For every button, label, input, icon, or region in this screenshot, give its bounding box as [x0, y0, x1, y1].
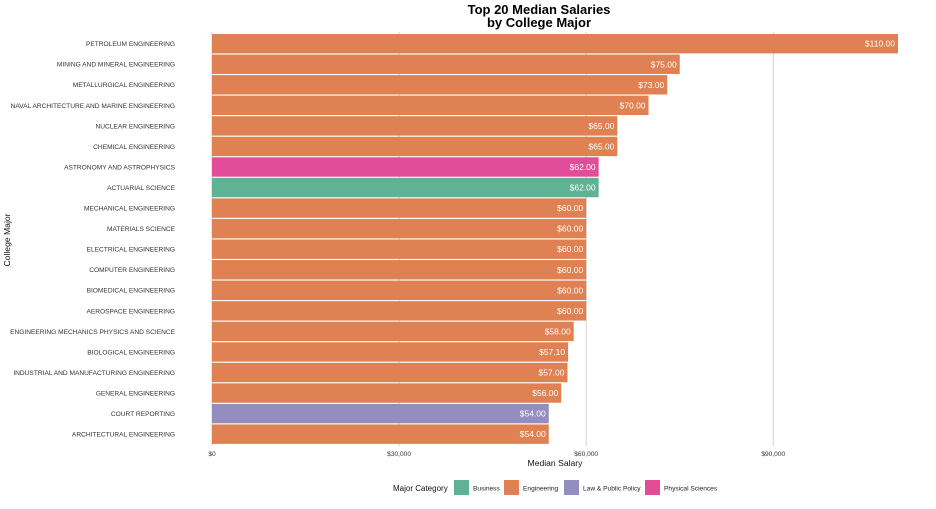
bar-value-label: $58.00 [545, 326, 571, 336]
bar-value-label: $60.00 [557, 306, 583, 316]
category-label: AEROSPACE ENGINEERING [86, 308, 175, 315]
bar-value-label: $65.00 [588, 121, 614, 131]
category-label: METALLURGICAL ENGINEERING [73, 82, 175, 89]
bar-value-label: $65.00 [588, 141, 614, 151]
legend-swatch [454, 480, 469, 495]
bars: $110.00 $75.00 $73.00 $70.00 $65.00 $65.00 $62… [212, 34, 898, 444]
bar [212, 136, 618, 157]
bar-value-label: $75.00 [651, 59, 677, 69]
category-label: MATERIALS SCIENCE [107, 226, 176, 233]
bar [212, 342, 569, 362]
legend-label: Physical Sciences [664, 486, 718, 493]
category-label: GENERAL ENGINEERING [96, 390, 175, 397]
bar-value-label: $62.00 [570, 162, 596, 172]
bar [212, 177, 599, 198]
bar-value-label: $60.00 [557, 265, 583, 275]
category-label: MECHANICAL ENGINEERING [84, 206, 175, 213]
x-tick-label: $0 [208, 451, 216, 458]
category-label: INDUSTRIAL AND MANUFACTURING ENGINEERING [13, 370, 175, 377]
bar-value-label: $73.00 [638, 80, 664, 90]
bar-value-label: $60.00 [557, 203, 583, 213]
legend: Major Category Business Engineering Law & … [393, 480, 718, 495]
category-label: ASTRONOMY AND ASTROPHYSICS [64, 164, 175, 171]
bar [212, 218, 587, 239]
category-label: PETROLEUM ENGINEERING [86, 41, 175, 48]
legend-label: Engineering [523, 486, 559, 493]
category-label: COMPUTER ENGINEERING [89, 267, 175, 274]
category-label: MINING AND MINERAL ENGINEERING [57, 62, 175, 69]
bar [212, 424, 549, 444]
x-tick-label: $90,000 [761, 451, 785, 458]
bar [212, 54, 680, 74]
category-label: BIOLOGICAL ENGINEERING [87, 349, 175, 356]
category-label: COURT REPORTING [111, 411, 175, 418]
bar-value-label: $56.00 [532, 388, 558, 398]
category-label: BIOMEDICAL ENGINEERING [87, 288, 175, 295]
x-axis-title: Median Salary [528, 458, 584, 468]
legend-swatch [564, 480, 579, 495]
bar-value-label: $57.10 [539, 347, 565, 357]
bar-value-label: $54.00 [520, 429, 546, 439]
bar-value-label: $60.00 [557, 244, 583, 254]
bar [212, 362, 568, 383]
bar [212, 34, 898, 54]
bar [212, 198, 587, 218]
bar-value-label: $57.00 [538, 368, 564, 378]
legend-label: Law & Public Policy [583, 486, 641, 493]
category-label: ACTUARIAL SCIENCE [107, 185, 176, 192]
bar [212, 116, 618, 136]
bar [212, 95, 649, 116]
category-label: ELECTRICAL ENGINEERING [87, 247, 175, 254]
x-tick-label: $30,000 [387, 451, 411, 458]
bar-value-label: $60.00 [557, 285, 583, 295]
bar-value-label: $54.00 [520, 409, 546, 419]
legend-swatch [504, 480, 519, 495]
category-label: NAVAL ARCHITECTURE AND MARINE ENGINEERIN… [11, 103, 175, 110]
x-axis-ticks: $0 $30,000 $60,000 $90,000 [208, 451, 785, 458]
category-label: ARCHITECTURAL ENGINEERING [72, 432, 175, 439]
category-label: CHEMICAL ENGINEERING [93, 144, 175, 151]
bar [212, 301, 587, 321]
bar [212, 260, 587, 280]
bar [212, 403, 549, 424]
bar [212, 280, 587, 300]
legend-swatch [645, 480, 660, 495]
bar-value-label: $62.00 [570, 183, 596, 193]
bar-value-label: $110.00 [865, 39, 895, 49]
category-labels: PETROLEUM ENGINEERING MINING AND MINERAL … [10, 41, 175, 438]
category-label: NUCLEAR ENGINEERING [95, 123, 175, 130]
bar-value-label: $70.00 [620, 100, 646, 110]
y-axis-title: College Major [2, 213, 12, 266]
legend-title: Major Category [393, 484, 448, 493]
bar-value-label: $60.00 [557, 224, 583, 234]
bar [212, 75, 668, 95]
x-tick-label: $60,000 [574, 451, 598, 458]
chart-subtitle: by College Major [487, 15, 591, 30]
bar [212, 383, 562, 403]
bar [212, 239, 587, 259]
category-label: ENGINEERING MECHANICS PHYSICS AND SCIENC… [10, 329, 175, 336]
bar [212, 321, 574, 342]
legend-label: Business [473, 486, 500, 493]
bar [212, 157, 599, 177]
chart-title: Top 20 Median Salaries [468, 2, 611, 17]
